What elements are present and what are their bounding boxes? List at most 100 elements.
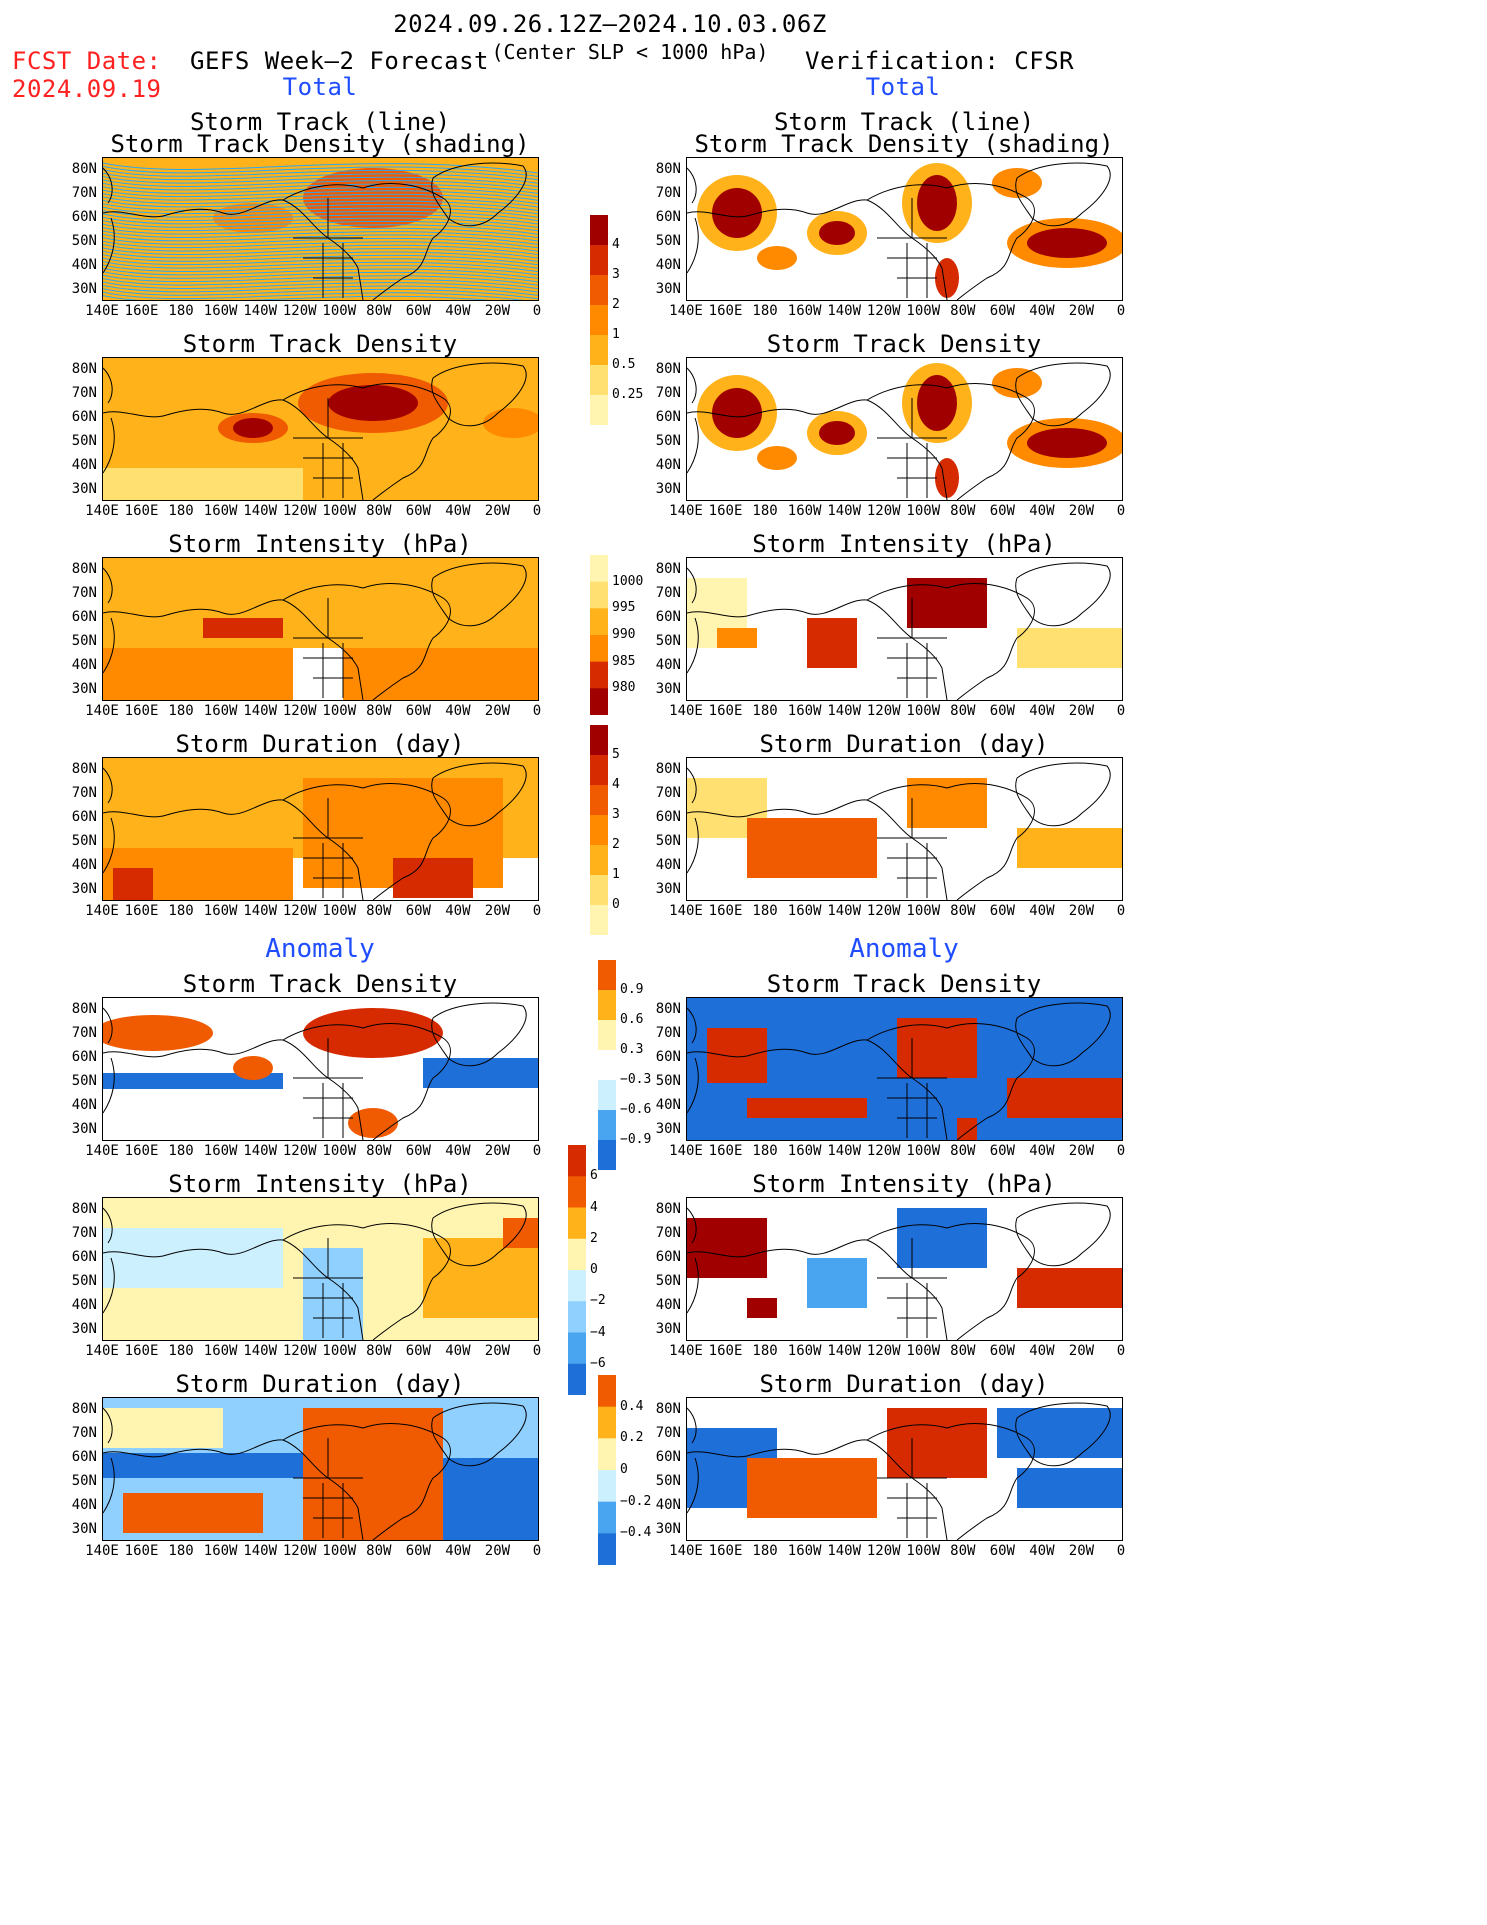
date-range-title: 2024.09.26.12Z–2024.10.03.06Z: [393, 10, 827, 38]
lon-tick-label: 160E: [708, 903, 743, 919]
forecast-densityA-map: [102, 997, 539, 1141]
lon-tick-label: 20W: [484, 303, 511, 319]
lat-tick-label: 30N: [71, 1521, 97, 1537]
lon-tick-label: 20W: [1068, 1143, 1095, 1159]
shading-region: [1017, 828, 1122, 868]
lon-tick-label: 100W: [322, 303, 357, 319]
shading-region: [103, 1228, 283, 1288]
coastline: [103, 362, 527, 500]
lat-tick-label: 50N: [71, 633, 97, 649]
shading-region: [1017, 628, 1122, 668]
lon-tick-label: 120W: [866, 903, 901, 919]
lat-tick-label: 60N: [655, 1049, 681, 1065]
colorbar-label: 0.2: [620, 1430, 644, 1446]
intensity-colorbar: [590, 555, 608, 716]
lon-tick-label: 160E: [124, 703, 159, 719]
colorbar-label: 0.9: [620, 982, 644, 997]
lat-tick-label: 80N: [655, 1001, 681, 1017]
lon-tick-label: 160E: [124, 1143, 159, 1159]
verification-density-map: [686, 357, 1123, 501]
lon-tick-label: 40W: [1029, 1543, 1055, 1559]
lat-tick-label: 70N: [655, 585, 681, 601]
lon-tick-label: 180: [168, 703, 194, 719]
lon-tick-label: 140E: [85, 503, 119, 519]
shading-region: [807, 1258, 867, 1308]
forecast-density-map: [102, 357, 539, 501]
lon-tick-label: 160W: [787, 1343, 822, 1359]
colorbar-swatch: [590, 365, 608, 396]
lon-tick-label: 0: [532, 1343, 542, 1359]
lon-tick-label: 180: [168, 503, 194, 519]
lat-tick-label: 60N: [71, 609, 97, 625]
lat-tick-label: 40N: [655, 857, 681, 873]
lat-tick-label: 30N: [655, 881, 681, 897]
lat-tick-label: 50N: [71, 833, 97, 849]
panel-title: Storm Duration (day): [759, 730, 1049, 758]
shading-region: [483, 408, 538, 438]
colorbar-label: 985: [612, 653, 636, 669]
colorbar-label: 3: [612, 807, 620, 822]
panel-title: Storm Track Density: [182, 970, 458, 998]
colorbar-swatch: [568, 1238, 586, 1271]
shading-region: [819, 421, 855, 445]
lat-tick-label: 50N: [655, 433, 681, 449]
lat-tick-label: 30N: [71, 1321, 97, 1337]
colorbar-swatch: [598, 1375, 616, 1408]
lon-tick-label: 100W: [322, 703, 357, 719]
lon-tick-label: 140E: [85, 1543, 119, 1559]
forecast-track-map: [102, 157, 539, 301]
lon-tick-label: 120W: [282, 1543, 317, 1559]
lon-tick-label: 100W: [906, 503, 941, 519]
lat-tick-label: 40N: [71, 257, 97, 273]
shading-region: [233, 418, 273, 438]
lon-tick-label: 140W: [243, 903, 278, 919]
coastline: [687, 1202, 1111, 1340]
lat-tick-label: 50N: [655, 1273, 681, 1289]
panel-title: Storm Track Density (shading): [694, 130, 1114, 158]
lon-tick-label: 100W: [906, 1543, 941, 1559]
lat-tick-label: 50N: [655, 1473, 681, 1489]
lon-tick-label: 120W: [866, 1143, 901, 1159]
colorbar-label: −0.3: [620, 1072, 652, 1087]
lon-tick-label: 60W: [405, 503, 431, 519]
lon-tick-label: 0: [1116, 1543, 1126, 1559]
lat-tick-label: 30N: [71, 1121, 97, 1137]
lat-tick-label: 30N: [655, 681, 681, 697]
lat-tick-label: 70N: [71, 1225, 97, 1241]
lat-tick-label: 80N: [655, 761, 681, 777]
lon-tick-label: 60W: [989, 903, 1015, 919]
lon-tick-label: 80W: [366, 303, 392, 319]
shading-region: [103, 1015, 213, 1051]
lon-tick-label: 160E: [708, 1343, 743, 1359]
colorbar-swatch: [598, 1050, 616, 1081]
lat-tick-label: 30N: [71, 481, 97, 497]
colorbar-swatch: [568, 1176, 586, 1208]
shading-region: [503, 1218, 538, 1248]
shading-region: [343, 648, 538, 700]
colorbar-label: 0: [590, 1262, 598, 1277]
lon-tick-label: 20W: [1068, 303, 1095, 319]
lat-tick-label: 60N: [71, 1049, 97, 1065]
lat-tick-label: 80N: [71, 1401, 97, 1417]
panel-title: Storm Duration (day): [175, 730, 465, 758]
colorbar-label: 4: [590, 1199, 598, 1215]
lat-tick-label: 40N: [71, 857, 97, 873]
shading-region: [917, 175, 957, 231]
lon-tick-label: 100W: [906, 703, 941, 719]
lat-tick-label: 50N: [71, 1473, 97, 1489]
lon-tick-label: 0: [1116, 1343, 1126, 1359]
colorbar-label: 4: [612, 777, 620, 792]
lon-tick-label: 0: [532, 903, 542, 919]
colorbar-swatch: [590, 335, 608, 366]
lon-tick-label: 160E: [124, 903, 159, 919]
lon-tick-label: 180: [168, 1343, 194, 1359]
fcst-date-label: FCST Date:: [12, 47, 162, 75]
shading-region: [103, 1408, 223, 1448]
lat-tick-label: 70N: [71, 585, 97, 601]
colorbar-swatch: [590, 555, 608, 583]
colorbar-label: 3: [612, 267, 620, 282]
lon-tick-label: 100W: [322, 1343, 357, 1359]
lat-tick-label: 30N: [655, 481, 681, 497]
lon-tick-label: 140W: [243, 1143, 278, 1159]
colorbar-label: −4: [590, 1324, 606, 1340]
